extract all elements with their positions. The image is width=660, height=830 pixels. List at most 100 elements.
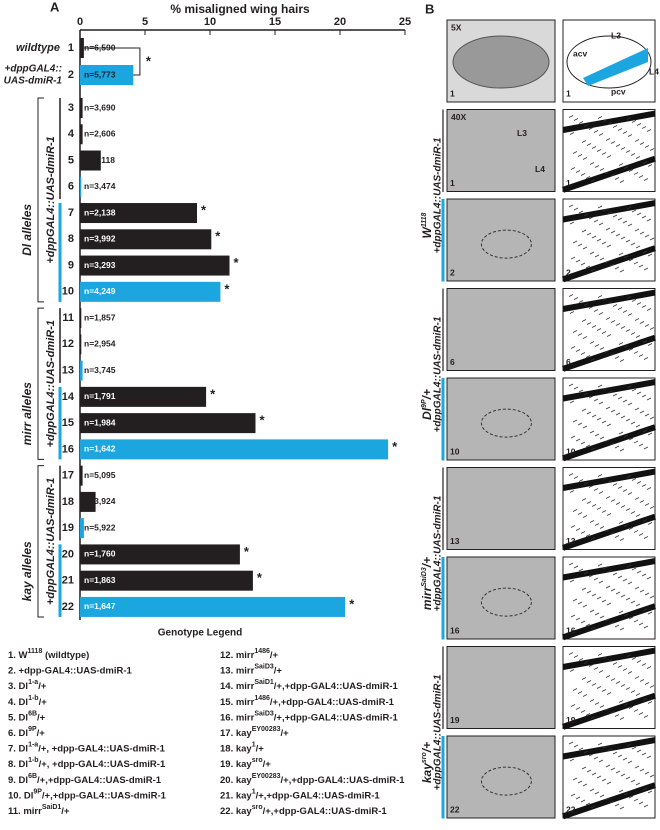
- text-part: 22. kay: [220, 806, 252, 817]
- panel-number: 6: [450, 357, 455, 367]
- hair: [601, 241, 607, 245]
- hair: [591, 325, 597, 328]
- text-part: 4. Dl: [8, 696, 28, 707]
- hair: [585, 444, 591, 448]
- n-label: n=3,745: [84, 365, 116, 375]
- hair: [634, 228, 640, 232]
- hair: [607, 480, 613, 483]
- hair: [630, 779, 636, 783]
- rich-text: 12. mirr1486/+: [220, 648, 279, 660]
- hair: [622, 757, 628, 761]
- hair: [591, 772, 597, 776]
- row-number: 3: [68, 102, 74, 114]
- hair: [620, 147, 626, 150]
- hair: [615, 502, 621, 505]
- hair: [615, 591, 621, 595]
- hair: [582, 157, 588, 160]
- text-part: (wildtype): [42, 650, 89, 661]
- vein: [562, 782, 656, 820]
- hair: [638, 443, 644, 447]
- n-label: n=1,857: [84, 312, 116, 322]
- n-label: n=4,249: [84, 286, 116, 296]
- bar: [80, 465, 83, 486]
- hair: [581, 587, 587, 591]
- hair: [623, 613, 629, 617]
- hair: [617, 665, 623, 668]
- n-label: n=6,590: [84, 42, 116, 52]
- hair: [612, 483, 618, 486]
- hair: [588, 574, 594, 578]
- hair: [598, 580, 604, 584]
- text-part: /+: [274, 665, 283, 676]
- hair: [619, 627, 625, 631]
- text-part: Dl: [420, 407, 434, 420]
- hair: [578, 747, 584, 751]
- hair: [604, 350, 610, 353]
- hair: [601, 778, 607, 782]
- n-label: n=5,922: [84, 522, 116, 532]
- superscript: 1-a: [28, 742, 38, 749]
- hair: [626, 385, 632, 389]
- hair: [639, 231, 645, 235]
- n-label: n=3,690: [84, 102, 116, 112]
- hair: [585, 623, 591, 627]
- hair: [573, 655, 579, 658]
- superscript: 1118: [28, 648, 43, 655]
- text-part: /+,+dpp-GAL4::UAS-dmiR-1: [42, 790, 167, 801]
- hair: [628, 348, 634, 351]
- significance: *: [210, 386, 216, 401]
- hair: [647, 253, 653, 257]
- hair: [598, 133, 604, 136]
- hair: [627, 313, 633, 316]
- hair: [649, 327, 655, 330]
- bar: [80, 518, 84, 539]
- hair: [642, 608, 648, 612]
- superscript: sro: [252, 758, 263, 765]
- hair: [599, 168, 605, 171]
- hair: [598, 759, 604, 763]
- axis-title: % misaligned wing hairs: [170, 2, 310, 16]
- hair: [601, 599, 607, 603]
- superscript: EY00283: [252, 726, 281, 733]
- hair: [577, 601, 583, 605]
- hair: [568, 115, 574, 118]
- hair: [615, 770, 621, 774]
- hair: [599, 257, 605, 261]
- legend-title: Genotype Legend: [158, 628, 242, 639]
- hair: [585, 176, 591, 179]
- hair: [642, 340, 648, 343]
- hair: [589, 520, 595, 523]
- hair: [569, 579, 575, 583]
- hair: [582, 694, 588, 697]
- hair: [591, 235, 597, 239]
- hair: [646, 218, 652, 222]
- hair: [596, 686, 602, 689]
- bar: [80, 544, 240, 565]
- n-label: n=1,984: [84, 417, 116, 427]
- panel-number: 1: [566, 178, 571, 188]
- significance: *: [215, 229, 221, 244]
- hair: [634, 318, 640, 321]
- clone-outline: [480, 229, 532, 259]
- hair: [588, 753, 594, 757]
- hair: [630, 511, 636, 514]
- hair: [594, 344, 600, 347]
- hair: [583, 213, 589, 217]
- panel-number: 16: [450, 625, 460, 635]
- hair: [614, 714, 620, 717]
- text-part: /+: [420, 389, 434, 400]
- hair: [610, 141, 616, 144]
- hair: [646, 666, 652, 669]
- hair: [570, 435, 576, 439]
- hair: [593, 756, 599, 760]
- hair: [614, 356, 620, 359]
- hair: [636, 212, 642, 216]
- hair: [588, 395, 594, 399]
- x-tick-label: 10: [204, 16, 216, 28]
- hair: [644, 413, 650, 417]
- hair: [568, 473, 574, 476]
- hair: [643, 715, 649, 718]
- hair: [643, 178, 649, 181]
- hair: [569, 221, 575, 225]
- hair: [583, 571, 589, 575]
